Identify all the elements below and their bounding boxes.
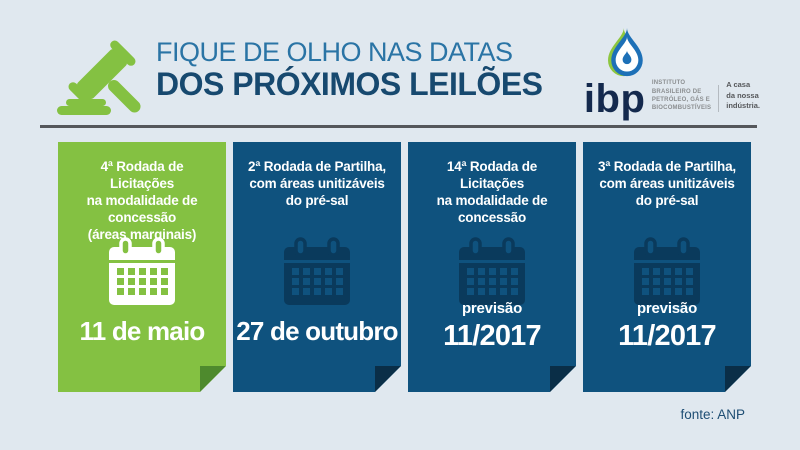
card-rodada-14-concessao: 14ª Rodada de Licitações na modalidade d…: [408, 142, 576, 392]
card-title: 14ª Rodada de Licitações na modalidade d…: [436, 159, 548, 225]
ibp-wordmark: ibp: [583, 77, 646, 121]
header-rule: [40, 125, 757, 128]
calendar-icon: [233, 237, 401, 305]
card-fold-corner: [375, 366, 401, 392]
ibp-drop-icon: [607, 28, 646, 83]
card-fold-corner: [725, 366, 751, 392]
date-label: previsão: [461, 300, 523, 317]
card-fold-corner: [200, 366, 226, 392]
card-title: 3ª Rodada de Partilha, com áreas unitizá…: [598, 159, 736, 208]
ibp-tagline: A casa da nossa indústria.: [726, 80, 760, 111]
logo-divider: [718, 84, 720, 112]
ibp-logo-mark: ibp: [583, 28, 646, 121]
date-value: 11/2017: [443, 320, 541, 352]
card-date-block: 27 de outubro: [233, 300, 401, 347]
title-line-2: DOS PRÓXIMOS LEILÕES: [156, 65, 543, 102]
card-rodada-4-concessao: 4ª Rodada de Licitações na modalidade de…: [58, 142, 226, 392]
source-note: fonte: ANP: [680, 407, 745, 422]
page-title: FIQUE DE OLHO NAS DATAS DOS PRÓXIMOS LEI…: [156, 37, 543, 102]
date-value: 27 de outubro: [236, 316, 398, 346]
card-rodada-2-partilha: 2ª Rodada de Partilha, com áreas unitizá…: [233, 142, 401, 392]
card-date-block: previsão 11/2017: [408, 300, 576, 353]
calendar-icon: [583, 237, 751, 305]
card-title: 4ª Rodada de Licitações na modalidade de…: [86, 159, 198, 242]
card-fold-corner: [550, 366, 576, 392]
card-date-block: 11 de maio: [58, 300, 226, 347]
date-label: previsão: [636, 300, 698, 317]
title-line-1: FIQUE DE OLHO NAS DATAS: [156, 37, 513, 67]
card-date-block: previsão 11/2017: [583, 300, 751, 353]
card-title: 2ª Rodada de Partilha, com áreas unitizá…: [248, 159, 386, 208]
calendar-icon: [408, 237, 576, 305]
date-value: 11/2017: [618, 320, 716, 352]
header: FIQUE DE OLHO NAS DATAS DOS PRÓXIMOS LEI…: [52, 34, 757, 122]
auction-cards: 4ª Rodada de Licitações na modalidade de…: [58, 142, 751, 392]
calendar-icon: [58, 237, 226, 305]
gavel-icon: [52, 36, 144, 120]
date-value: 11 de maio: [79, 316, 205, 346]
card-rodada-3-partilha: 3ª Rodada de Partilha, com áreas unitizá…: [583, 142, 751, 392]
ibp-logo: ibp INSTITUTO BRASILEIRO DE PETRÓLEO, GÁ…: [583, 28, 760, 121]
ibp-institute-name: INSTITUTO BRASILEIRO DE PETRÓLEO, GÁS E …: [651, 80, 712, 111]
